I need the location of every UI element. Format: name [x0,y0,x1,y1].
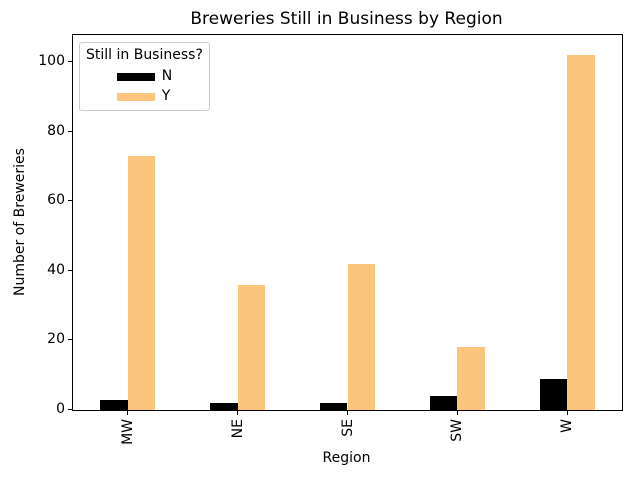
bar-N-NE [210,403,238,410]
legend-label-Y: Y [161,88,171,104]
y-tick-mark-60 [68,200,72,202]
y-tick-label-80: 80 [47,122,65,139]
bar-N-SW [429,396,458,410]
x-tick-mark-NE [237,411,239,415]
legend-entry-N: N [116,68,173,85]
y-tick-label-20: 20 [47,331,65,348]
x-tick-label-SE: SE [339,419,356,437]
bar-N-W [539,378,568,410]
y-tick-label-0: 0 [56,401,65,417]
x-tick-label-MW: MW [119,419,136,445]
y-tick-mark-20 [68,339,72,341]
x-tick-label-NE: NE [229,419,246,439]
x-axis-label: Region [322,450,371,466]
x-tick-label-W: W [559,419,576,433]
legend-title: Still in Business? [86,47,203,63]
y-tick-label-100: 100 [38,53,65,70]
bar-Y-NE [237,284,266,410]
bar-N-SE [320,403,348,410]
bar-Y-W [567,55,595,410]
x-tick-mark-W [566,411,568,415]
y-tick-mark-40 [68,269,72,271]
y-tick-label-40: 40 [47,261,65,278]
x-tick-label-SW: SW [449,419,466,442]
legend-label-N: N [161,68,173,84]
chart-title: Breweries Still in Business by Region [190,9,503,29]
legend-swatch-N [116,72,155,81]
bar-Y-SW [457,347,485,410]
legend-swatch-Y [116,92,155,101]
y-tick-mark-80 [68,130,72,132]
x-tick-mark-SW [456,411,458,415]
bar-Y-MW [127,156,156,410]
legend-entry-Y: Y [116,88,172,105]
y-tick-mark-100 [68,61,72,63]
y-tick-mark-0 [68,409,72,410]
bar-Y-SE [347,263,375,410]
x-tick-mark-MW [127,411,129,415]
x-tick-mark-SE [347,411,348,415]
y-tick-label-60: 60 [47,192,65,209]
bar-N-MW [100,399,128,410]
